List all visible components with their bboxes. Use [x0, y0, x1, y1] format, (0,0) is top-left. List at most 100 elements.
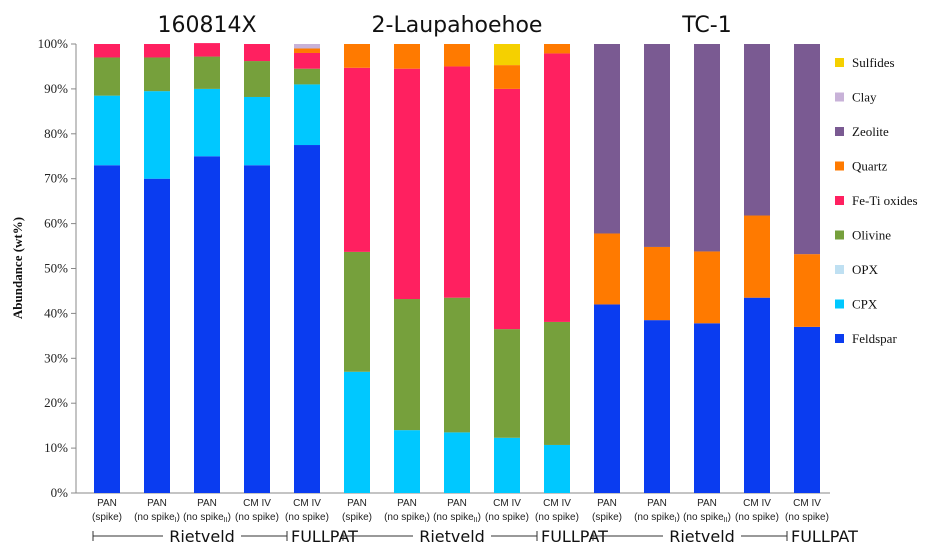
- bar-segment-fe-ti-oxides: [544, 53, 570, 322]
- y-tick-label: 20%: [44, 395, 68, 410]
- legend-label: Clay: [852, 90, 877, 105]
- group-title: 160814X: [157, 13, 256, 38]
- category-label-subscript: II: [724, 517, 728, 524]
- legend-label: Feldspar: [852, 331, 897, 346]
- legend: Sulfides Clay Zeolite Quartz Fe-Ti oxides Oli…: [835, 55, 918, 346]
- y-tick-label: 80%: [44, 126, 68, 141]
- bar-segment-feldspar: [744, 297, 770, 493]
- bar-segment-zeolite: [744, 44, 770, 216]
- group-titles: 160814X 2-Laupahoehoe TC-1: [157, 13, 731, 38]
- bar-segment-quartz: [744, 215, 770, 298]
- category-label-line1: PAN: [197, 498, 217, 509]
- bar-segment-cpx: [194, 88, 220, 157]
- bar-segment-quartz: [644, 246, 670, 321]
- legend-label: CPX: [852, 297, 878, 312]
- bar-segment-quartz: [694, 251, 720, 324]
- bar-segment-feldspar: [644, 320, 670, 493]
- category-label-close: ): [427, 512, 430, 523]
- bar-segment-olivine: [394, 299, 420, 431]
- bar-segment-zeolite: [794, 44, 820, 255]
- bar-segment-olivine: [194, 56, 220, 89]
- group-title: 2-Laupahoehoe: [372, 13, 543, 38]
- category-label-close: ): [728, 512, 731, 523]
- bar-segment-olivine: [344, 251, 370, 372]
- category-label-line2: (spike): [92, 512, 122, 523]
- bar-segment-cpx: [244, 96, 270, 166]
- bar-segment-fe-ti-oxides: [244, 44, 270, 62]
- bar-segment-olivine: [94, 57, 120, 96]
- bar-segment-olivine: [144, 57, 170, 92]
- category-label-text: (no spike: [433, 512, 474, 523]
- legend-swatch: [835, 196, 844, 205]
- category-label-text: (no spike): [235, 512, 279, 523]
- bar-segment-cpx: [494, 437, 520, 493]
- bar-segment-fe-ti-oxides: [144, 44, 170, 58]
- legend-swatch: [835, 299, 844, 309]
- bar-segment-cpx: [394, 430, 420, 493]
- category-label-line1: CM IV: [493, 498, 521, 509]
- category-label-text: (no spike): [285, 512, 329, 523]
- category-label-line1: PAN: [147, 498, 167, 509]
- category-label-text: (no spike: [183, 512, 224, 523]
- y-tick-label: 0%: [51, 485, 69, 500]
- category-label-close: ): [228, 512, 231, 523]
- category-label-text: (no spike: [134, 512, 175, 523]
- bar-segment-fe-ti-oxides: [444, 66, 470, 298]
- category-label-text: (spike): [592, 512, 622, 523]
- bar-segment-feldspar: [294, 145, 320, 493]
- bar-segment-feldspar: [244, 165, 270, 494]
- bar-segment-fe-ti-oxides: [394, 68, 420, 300]
- bar-segment-quartz: [294, 48, 320, 53]
- bar-segment-olivine: [494, 329, 520, 438]
- bar-segment-feldspar: [144, 178, 170, 493]
- category-label-text: (spike): [342, 512, 372, 523]
- category-label-line1: CM IV: [243, 498, 271, 509]
- category-label-line2: (no spike): [535, 512, 579, 523]
- category-label-subscript: II: [474, 517, 478, 524]
- bar-segment-olivine: [444, 297, 470, 433]
- bar-segment-olivine: [294, 68, 320, 85]
- category-label-close: ): [677, 512, 680, 523]
- bars: [94, 43, 820, 494]
- bar-segment-quartz: [594, 233, 620, 305]
- bar-segment-feldspar: [794, 326, 820, 493]
- category-label-subscript: II: [224, 517, 228, 524]
- bar-segment-cpx: [344, 371, 370, 493]
- category-label-line2: (no spike): [235, 512, 279, 523]
- group-title: TC-1: [681, 13, 731, 38]
- category-label-text: (no spike: [683, 512, 724, 523]
- legend-label: Olivine: [852, 228, 891, 243]
- bar-segment-olivine: [244, 61, 270, 97]
- bar-segment-quartz: [494, 65, 520, 89]
- category-label-line2: (no spikeII): [433, 512, 481, 524]
- category-label-subscript: I: [425, 517, 427, 524]
- category-label-line1: PAN: [347, 498, 367, 509]
- category-label-subscript: I: [675, 517, 677, 524]
- method-label-rietveld: Rietveld: [169, 527, 235, 546]
- bar-segment-feldspar: [194, 156, 220, 493]
- category-label-close: ): [177, 512, 180, 523]
- legend-swatch: [835, 230, 844, 240]
- category-label-line2: (no spikeI): [384, 512, 430, 524]
- category-label-line2: (no spike): [735, 512, 779, 523]
- category-label-line2: (no spikeII): [683, 512, 731, 524]
- category-label-close: ): [478, 512, 481, 523]
- legend-swatch: [835, 334, 844, 343]
- method-label-rietveld: Rietveld: [419, 527, 485, 546]
- category-label-line1: CM IV: [743, 498, 771, 509]
- legend-label: Quartz: [852, 159, 888, 174]
- y-tick-label: 10%: [44, 440, 68, 455]
- axes: 0% 10% 20% 30% 40% 50% 60% 70% 80% 90% 100%: [38, 36, 830, 500]
- category-label-line1: PAN: [447, 498, 467, 509]
- y-tick-label: 50%: [44, 261, 68, 276]
- legend-swatch: [835, 265, 844, 274]
- bar-segment-cpx: [444, 432, 470, 493]
- category-label-text: (no spike): [735, 512, 779, 523]
- bar-segment-fe-ti-oxides: [344, 67, 370, 252]
- category-label-text: (no spike: [384, 512, 425, 523]
- bar-segment-cpx: [544, 444, 570, 493]
- bar-segment-cpx: [294, 84, 320, 146]
- legend-label: OPX: [852, 262, 879, 277]
- method-label-fullpat: FULLPAT: [541, 527, 608, 546]
- category-label-line1: PAN: [97, 498, 117, 509]
